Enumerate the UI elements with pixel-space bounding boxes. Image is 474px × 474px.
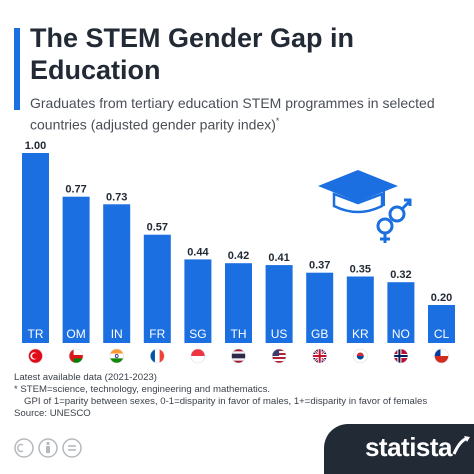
footnote-data-period: Latest available data (2021-2023): [14, 372, 157, 383]
chart-subtitle: Graduates from tertiary education STEM p…: [30, 94, 460, 134]
value-label-sg: 0.44: [187, 246, 209, 258]
value-label-tr: 1.00: [25, 140, 46, 152]
uk-flag: [312, 348, 328, 364]
value-label-no: 0.32: [390, 269, 411, 281]
category-label-cl: CL: [434, 327, 450, 341]
category-label-sg: SG: [189, 327, 206, 341]
norway-flag: [393, 348, 409, 364]
value-label-fr: 0.57: [147, 222, 168, 234]
attribution-icon: [38, 438, 58, 458]
statista-logo-icon: [452, 436, 470, 455]
category-label-kr: KR: [352, 327, 369, 341]
footnote-source: Source: UNESCO: [14, 408, 91, 419]
usa-flag: [271, 348, 287, 364]
value-label-om: 0.77: [65, 184, 86, 196]
france-flag: [150, 348, 165, 364]
subtitle-marker: *: [275, 116, 280, 126]
value-label-kr: 0.35: [350, 264, 371, 276]
bar-kr: [346, 276, 374, 343]
category-label-th: TH: [231, 327, 247, 341]
value-label-in: 0.73: [106, 191, 127, 203]
value-label-th: 0.42: [228, 250, 249, 262]
turkey-flag: [28, 348, 43, 364]
license-icons: [14, 438, 82, 458]
oman-flag: [68, 348, 84, 364]
south-korea-flag: [352, 348, 368, 364]
value-label-cl: 0.20: [431, 292, 452, 304]
india-flag: [109, 348, 124, 364]
title-accent-bar: [14, 28, 20, 110]
bars-group: 1.00 TR 0.77 OM 0.73 IN 0.57 FR 0.44 SG 0.42 TH 0.41…: [22, 140, 455, 343]
flags-group: [28, 348, 449, 364]
chart-title: The STEM Gender Gap in Education: [30, 23, 355, 85]
no-derivatives-icon: [62, 438, 82, 458]
subtitle-text: Graduates from tertiary education STEM p…: [30, 95, 435, 133]
graduation-cap-gender-icon: [318, 170, 412, 243]
brand-logo-text: statista: [364, 432, 453, 462]
category-label-fr: FR: [149, 327, 165, 341]
footnote-gpi-definition: GPI of 1=parity between sexes, 0-1=dispa…: [24, 396, 428, 407]
category-label-us: US: [271, 327, 288, 341]
category-label-om: OM: [66, 327, 85, 341]
category-label-in: IN: [111, 327, 123, 341]
bar-cl: [428, 305, 455, 343]
category-label-no: NO: [392, 327, 410, 341]
bar-th: [225, 263, 252, 343]
bar-in: [103, 204, 131, 343]
brand-panel: [324, 424, 474, 474]
bar-chart: 1.00 TR 0.77 OM 0.73 IN 0.57 FR 0.44 SG 0.42 TH 0.41…: [22, 140, 455, 364]
singapore-flag: [190, 348, 206, 364]
category-label-gb: GB: [311, 327, 328, 341]
bar-om: [62, 196, 90, 343]
footnotes: Latest available data (2021-2023) * STEM…: [14, 372, 469, 420]
value-label-gb: 0.37: [309, 260, 330, 272]
bar-no: [387, 282, 415, 343]
bar-fr: [143, 234, 171, 343]
bar-tr: [22, 153, 49, 343]
category-label-tr: TR: [28, 327, 44, 341]
bar-gb: [306, 272, 334, 343]
thailand-flag: [231, 348, 246, 364]
bar-us: [265, 265, 293, 343]
cc-icon: [14, 438, 34, 458]
value-label-us: 0.41: [268, 252, 289, 264]
chile-flag: [434, 348, 449, 364]
footnote-stem-definition: * STEM=science, technology, engineering …: [14, 384, 271, 395]
bar-sg: [184, 259, 212, 343]
